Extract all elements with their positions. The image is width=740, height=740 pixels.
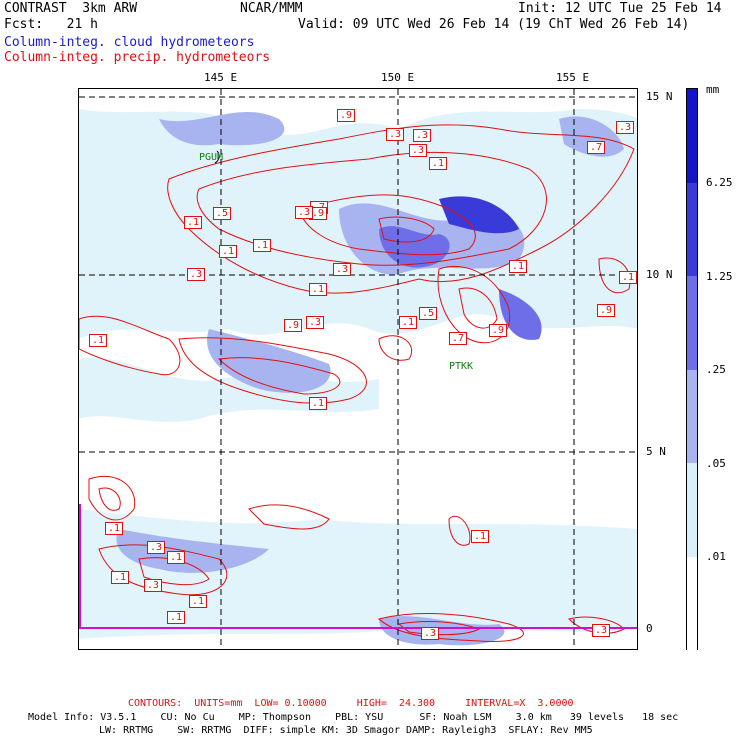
contour-label: .3: [295, 206, 314, 219]
colorbar-label-0.05: .05: [706, 457, 726, 470]
colorbar: [686, 88, 698, 651]
contour-label: .3: [187, 268, 206, 281]
lon-label-155: 155 E: [556, 71, 590, 84]
coastline: [214, 150, 220, 164]
colorbar-seg-1: [687, 89, 697, 183]
contour-label: .7: [587, 141, 606, 154]
contour-label: .3: [592, 624, 611, 637]
contour-label: .9: [597, 304, 616, 317]
contour-label: .3: [409, 144, 428, 157]
lat-label-5n: 5 N: [646, 445, 666, 458]
contour-info: CONTOURS: UNITS=mm LOW= 0.10000 HIGH= 24…: [128, 698, 574, 709]
station-pgum: PGUM: [199, 152, 224, 163]
valid-time: Valid: 09 UTC Wed 26 Feb 14 (19 ChT Wed …: [298, 17, 690, 32]
contour-label: .1: [309, 397, 328, 410]
contour-label: .3: [144, 579, 163, 592]
colorbar-label-0.25: .25: [706, 363, 726, 376]
station-ptkk: PTKK: [449, 361, 474, 372]
contour-label: .1: [184, 216, 203, 229]
init-time: Init: 12 UTC Tue 25 Feb 14: [518, 1, 722, 16]
contour-label: .3: [386, 128, 405, 141]
contour-label: .1: [509, 260, 528, 273]
colorbar-unit: mm: [706, 83, 720, 96]
colorbar-label-1.25: 1.25: [706, 270, 733, 283]
lat-label-15n: 15 N: [646, 90, 673, 103]
colorbar-seg-5: [687, 463, 697, 557]
field-precip-label: Column-integ. precip. hydrometeors: [4, 50, 271, 65]
contour-label: .1: [219, 245, 238, 258]
contour-label: .1: [253, 239, 272, 252]
colorbar-seg-3: [687, 276, 697, 370]
cloud-hydrometeor-shading: [79, 109, 637, 646]
field-cloud-label: Column-integ. cloud hydrometeors: [4, 35, 255, 50]
contour-label: .1: [167, 611, 186, 624]
colorbar-seg-2: [687, 183, 697, 276]
contour-label: .3: [306, 316, 325, 329]
map-canvas: [79, 89, 637, 649]
equator-line: [79, 504, 637, 629]
colorbar-seg-4: [687, 370, 697, 463]
contour-label: .7: [449, 332, 468, 345]
contour-label: .1: [111, 571, 130, 584]
contour-label: .9: [337, 109, 356, 122]
colorbar-label-0.01: .01: [706, 550, 726, 563]
lon-label-145: 145 E: [204, 71, 238, 84]
contour-label: .1: [471, 530, 490, 543]
lat-label-0: 0: [646, 622, 653, 635]
model-info: Model Info: V3.5.1 CU: No Cu MP: Thompso…: [28, 712, 679, 723]
contour-label: .1: [189, 595, 208, 608]
lon-label-150: 150 E: [381, 71, 415, 84]
model-title: CONTRAST 3km ARW: [4, 1, 138, 16]
contour-label: .1: [309, 283, 328, 296]
contour-label: .1: [429, 157, 448, 170]
contour-label: .3: [413, 129, 432, 142]
center-title: NCAR/MMM: [240, 1, 303, 16]
contour-label: .5: [213, 207, 232, 220]
contour-label: .3: [333, 263, 352, 276]
contour-label: .9: [284, 319, 303, 332]
forecast-hour: Fcst: 21 h: [4, 17, 98, 32]
contour-label: .3: [421, 627, 440, 640]
contour-label: .3: [147, 541, 166, 554]
lat-label-10n: 10 N: [646, 268, 673, 281]
contour-label: .1: [89, 334, 108, 347]
map-panel: .1.9.3.5.7.9.1.3.1.3.1.9.1.3.1.3.1.5.7.9…: [78, 88, 638, 650]
contour-label: .1: [167, 551, 186, 564]
contour-label: .1: [399, 316, 418, 329]
contour-label: .1: [619, 271, 637, 284]
model-info-physics: LW: RRTMG SW: RRTMG DIFF: simple KM: 3D …: [99, 725, 593, 736]
colorbar-seg-6: [687, 557, 697, 651]
contour-label: .9: [489, 324, 508, 337]
contour-label: .5: [419, 307, 438, 320]
colorbar-label-6.25: 6.25: [706, 176, 733, 189]
contour-label: .9: [309, 207, 328, 220]
contour-label: .1: [105, 522, 124, 535]
contour-label: .3: [616, 121, 635, 134]
